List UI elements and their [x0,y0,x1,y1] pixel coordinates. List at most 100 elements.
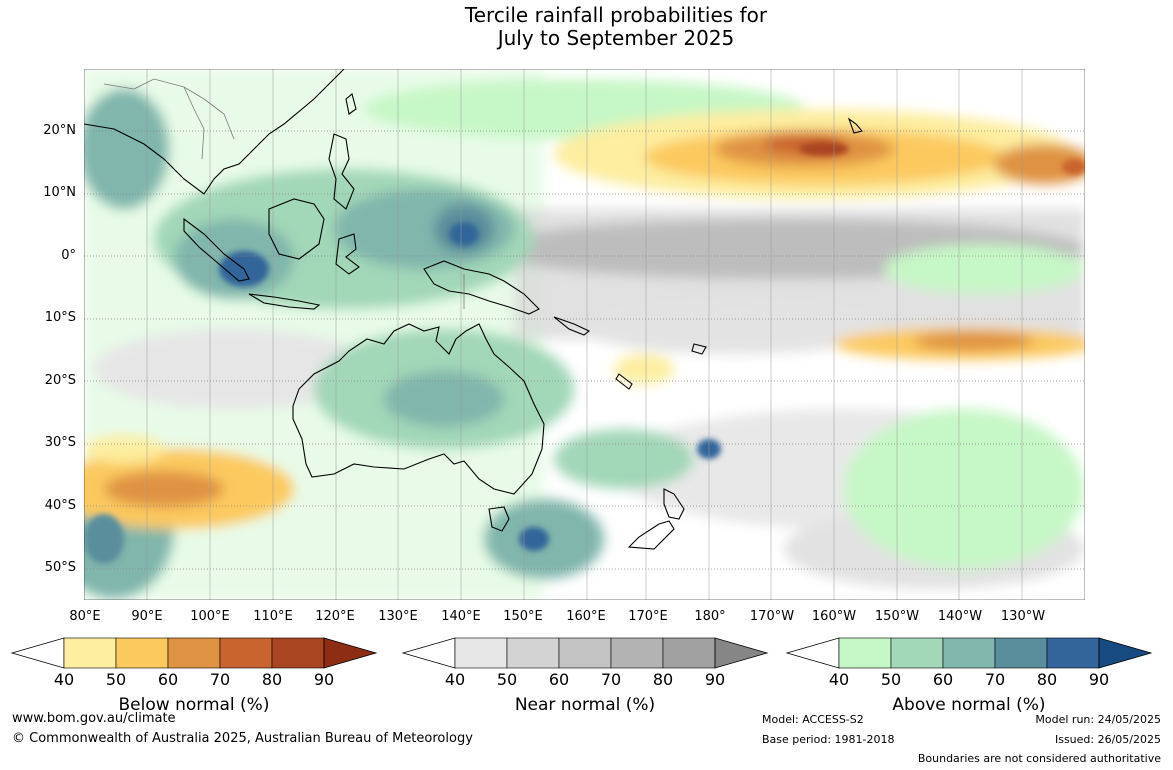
philippines-coastline [328,133,355,210]
base-period-text: Base period: 1981-2018 [762,733,895,746]
above-tick-60: 60 [932,670,954,689]
below-tick-90: 90 [313,670,335,689]
colorbar-near-swatch-1 [506,637,560,669]
lat-label-equator: 0° [61,248,76,263]
lon-label-90e: 90°E [131,609,163,624]
colorbar-below-swatch-3 [219,637,273,669]
colorbar-near-swatch-0 [454,637,508,669]
disclaimer-text: Boundaries are not considered authoritat… [917,752,1161,765]
below-tick-60: 60 [157,670,179,689]
lat-label-20n: 20°N [43,123,76,138]
lon-label-160w: 160°W [811,609,857,624]
colorbar-above-swatch-1 [890,637,944,669]
lat-label-10n: 10°N [43,185,76,200]
probability-field [84,69,1085,600]
country-borders [103,78,465,309]
lon-label-130e: 130°E [378,609,418,624]
below-tick-80: 80 [261,670,283,689]
above-tick-90: 90 [1088,670,1110,689]
colorbar-above-swatch-0 [838,637,892,669]
near-tick-70: 70 [600,670,622,689]
near-tick-50: 50 [496,670,518,689]
colorbar-above-swatch-5 [1098,637,1153,669]
colorbar-near-swatch-5 [714,637,769,669]
borneo-coastline [268,198,325,260]
colorbar-near-normal [401,637,769,669]
above-tick-40: 40 [828,670,850,689]
lat-label-10s: 10°S [44,310,76,325]
model-run-text: Model run: 24/05/2025 [1035,713,1161,726]
asia-coastline [84,69,345,195]
title-line-1: Tercile rainfall probabilities for [464,3,768,27]
rainfall-probability-map [84,69,1085,600]
above-tick-70: 70 [984,670,1006,689]
below-tick-40: 40 [53,670,75,689]
graticule [84,130,1085,570]
colorbar-below-min-triangle [10,637,65,669]
above-tick-80: 80 [1036,670,1058,689]
map-title: Tercile rainfall probabilities for July … [0,4,1173,50]
taiwan-coastline [345,93,357,115]
new-caledonia-coastline [615,373,633,390]
colorbar-below-swatch-4 [271,637,325,669]
colorbar-near-swatch-4 [662,637,716,669]
issued-text: Issued: 26/05/2025 [1054,733,1161,746]
below-tick-70: 70 [209,670,231,689]
lon-label-110e: 110°E [253,609,293,624]
title-line-2: July to September 2025 [497,26,735,50]
lon-label-100e: 100°E [190,609,230,624]
fiji-coastline [691,343,707,355]
colorbar-below-swatch-0 [63,637,117,669]
near-tick-40: 40 [444,670,466,689]
lat-label-40s: 40°S [44,498,76,513]
australia-coastline [292,323,545,495]
lon-label-140e: 140°E [441,609,481,624]
lon-label-170w: 170°W [749,609,795,624]
colorbar-near-swatch-2 [558,637,612,669]
colorbar-below-swatch-5 [323,637,378,669]
model-text: Model: ACCESS-S2 [762,713,864,726]
lon-label-130w: 130°W [1000,609,1046,624]
near-tick-90: 90 [704,670,726,689]
sulawesi-coastline [335,233,360,275]
website-link[interactable]: www.bom.gov.au/climate [12,711,176,726]
lat-label-30s: 30°S [44,435,76,450]
lon-label-140w: 140°W [937,609,983,624]
colorbar-above-min-triangle [785,637,840,669]
java-coastline [248,293,321,310]
lon-label-170e: 170°E [628,609,668,624]
hawaii-coastline [847,117,863,134]
meridians [146,69,1023,600]
colorbar-below-normal [10,637,378,669]
colorbar-below-swatch-1 [115,637,169,669]
sumatra-coastline [183,217,250,282]
colorbar-above-swatch-2 [942,637,996,669]
near-tick-60: 60 [548,670,570,689]
copyright-text: © Commonwealth of Australia 2025, Austra… [12,731,473,746]
lon-label-120e: 120°E [315,609,355,624]
colorbar-near-swatch-3 [610,637,664,669]
new-zealand-south-coastline [627,520,675,550]
colorbar-near-min-triangle [401,637,456,669]
lat-label-50s: 50°S [44,560,76,575]
new-guinea-coastline [423,260,540,315]
colorbar-above-swatch-4 [1046,637,1100,669]
near-tick-80: 80 [652,670,674,689]
lon-label-150e: 150°E [503,609,543,624]
colorbar-above-normal [785,637,1153,669]
near-normal-title: Near normal (%) [514,695,656,715]
colorbar-below-swatch-2 [167,637,221,669]
colorbar-above-swatch-3 [994,637,1048,669]
below-tick-50: 50 [105,670,127,689]
below-normal-title: Below normal (%) [118,695,270,715]
lat-label-20s: 20°S [44,373,76,388]
above-normal-title: Above normal (%) [892,695,1046,715]
coastlines [84,69,863,550]
lon-label-160e: 160°E [566,609,606,624]
map-canvas [84,69,1085,600]
solomon-islands-coastline [553,316,591,336]
above-tick-50: 50 [880,670,902,689]
lon-label-80e: 80°E [69,609,101,624]
lon-label-150w: 150°W [874,609,920,624]
lon-label-180: 180° [694,609,726,624]
